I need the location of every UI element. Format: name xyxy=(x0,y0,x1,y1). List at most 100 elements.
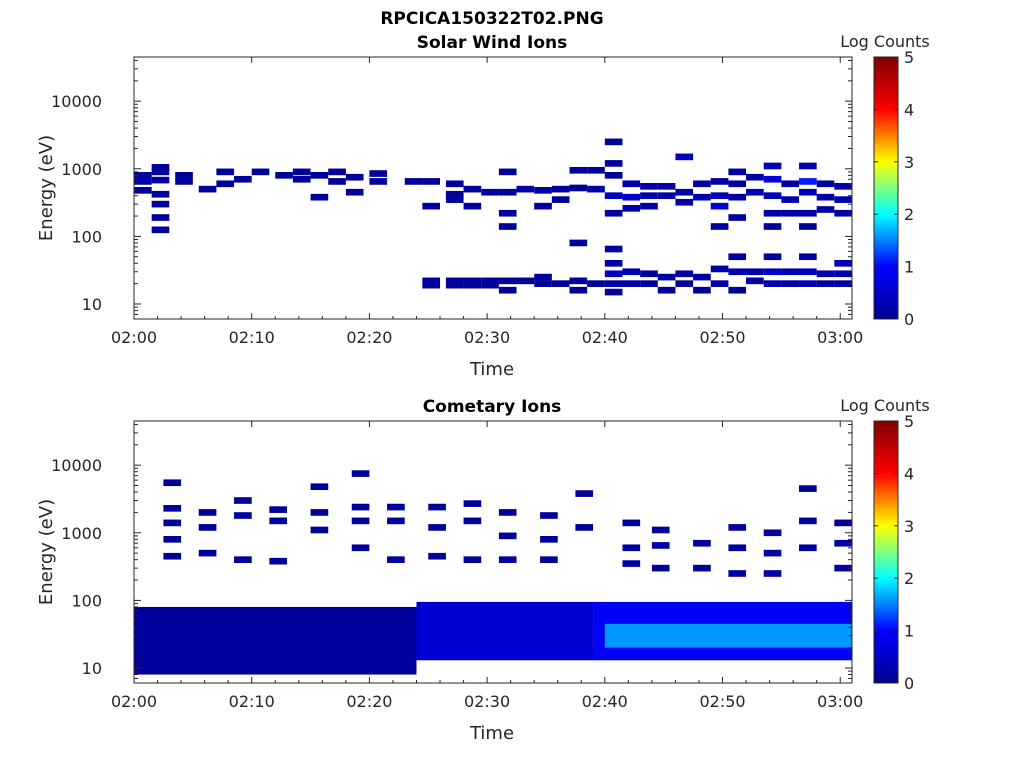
heatmap-cell xyxy=(834,183,852,190)
heatmap-cells xyxy=(134,138,852,296)
panel-title: Solar Wind Ions xyxy=(417,33,568,53)
heatmap-cell xyxy=(151,176,170,184)
heatmap-cell xyxy=(622,280,641,287)
heatmap-cell xyxy=(710,223,729,230)
heatmap-cell xyxy=(134,178,152,185)
colorbar-tick-label: 4 xyxy=(904,100,914,119)
heatmap-cell xyxy=(693,180,711,188)
y-axis-label: Energy (eV) xyxy=(36,499,57,605)
heatmap-cell xyxy=(534,187,552,194)
x-axis-label: Time xyxy=(469,359,514,380)
heatmap-cell xyxy=(710,192,729,200)
heatmap-cell xyxy=(728,268,747,276)
heatmap-cell xyxy=(569,166,588,174)
heatmap-cell xyxy=(781,268,800,276)
heatmap-cell xyxy=(175,178,193,185)
heatmap-cell xyxy=(640,202,658,210)
heatmap-cell xyxy=(163,536,182,543)
heatmap-cell xyxy=(428,524,446,531)
heatmap-cell xyxy=(604,160,623,167)
heatmap-cell xyxy=(463,185,482,193)
heatmap-cell xyxy=(763,253,782,261)
heatmap-cell xyxy=(369,178,388,185)
heatmap-cell xyxy=(198,549,217,557)
heatmap-cell xyxy=(328,178,346,185)
heatmap-cell xyxy=(746,188,764,196)
heatmap-cell xyxy=(269,557,288,565)
heatmap-cell xyxy=(498,556,517,564)
heatmap-cell xyxy=(816,180,835,188)
heatmap-cell xyxy=(604,245,623,253)
heatmap-cell xyxy=(551,280,570,287)
heatmap-cell xyxy=(445,190,464,198)
heatmap-cell xyxy=(445,180,464,188)
heatmap-cell xyxy=(151,164,170,171)
heatmap-cell xyxy=(781,196,800,203)
heatmap-cell xyxy=(728,180,747,188)
heatmap-cell xyxy=(575,524,594,531)
heatmap-cell xyxy=(622,519,641,527)
heatmap-cell xyxy=(540,512,558,519)
heatmap-cell xyxy=(540,556,558,564)
heatmap-cell xyxy=(422,202,441,210)
heatmap-cell xyxy=(498,188,517,196)
y-tick-label: 10 xyxy=(82,295,102,314)
heatmap-cell xyxy=(763,175,782,183)
y-tick-label: 10000 xyxy=(51,92,102,111)
heatmap-cell xyxy=(481,277,499,285)
heatmap-cell xyxy=(728,286,747,294)
heatmap-cell xyxy=(622,544,641,552)
heatmap-cell xyxy=(763,268,782,276)
heatmap-cell xyxy=(622,268,641,276)
heatmap-cell xyxy=(481,188,499,196)
heatmap-cell xyxy=(834,259,852,267)
heatmap-cell xyxy=(234,512,252,519)
heatmap-cell xyxy=(534,202,552,210)
heatmap-cell xyxy=(481,281,499,289)
colorbar-tick-label: 5 xyxy=(904,48,914,67)
heatmap-cell xyxy=(834,270,852,278)
heatmap-cell xyxy=(763,192,782,200)
heatmap-cell xyxy=(799,485,817,492)
heatmap-cell xyxy=(651,542,670,549)
heatmap-cell xyxy=(428,503,446,511)
heatmap-cell xyxy=(657,286,676,294)
heatmap-cell xyxy=(516,277,535,285)
heatmap-cell xyxy=(816,280,835,287)
heatmap-cell xyxy=(498,168,517,176)
heatmap-band xyxy=(604,623,852,648)
heatmap-cell xyxy=(151,214,170,221)
x-tick-label: 02:00 xyxy=(111,328,157,347)
heatmap-cell xyxy=(151,190,170,198)
heatmap-cell xyxy=(834,539,852,547)
panel-solar-wind-ions: Solar Wind Ions 02:00 02:10 02:20 02:30 02:4… xyxy=(36,32,930,380)
heatmap-cell xyxy=(587,166,605,174)
heatmap-cell xyxy=(728,524,747,531)
heatmap-cell xyxy=(834,196,852,203)
heatmap-cell xyxy=(834,519,852,527)
heatmap-cell xyxy=(463,556,482,564)
heatmap-cell xyxy=(292,175,311,183)
heatmap-cell xyxy=(710,178,729,185)
heatmap-cell xyxy=(540,536,558,543)
heatmap-cell xyxy=(640,270,658,278)
heatmap-cell xyxy=(234,175,252,183)
y-tick-label: 1000 xyxy=(61,524,102,543)
heatmap-cell xyxy=(463,277,482,285)
colorbar-tick-label: 0 xyxy=(904,310,914,329)
heatmap-cell xyxy=(498,532,517,540)
heatmap-cell xyxy=(657,192,676,200)
heatmap-cell xyxy=(387,556,405,564)
colorbar: 0 1 2 3 4 5 xyxy=(873,48,914,329)
heatmap-cell xyxy=(816,206,835,213)
heatmap-cell xyxy=(569,184,588,192)
heatmap-cell xyxy=(728,570,747,577)
heatmap-cell xyxy=(351,470,370,477)
heatmap-cell xyxy=(216,168,235,176)
heatmap-cell xyxy=(534,273,552,281)
heatmap-cell xyxy=(657,183,676,190)
heatmap-cell xyxy=(151,168,170,176)
heatmap-cell xyxy=(463,500,482,507)
heatmap-cell xyxy=(799,517,817,525)
